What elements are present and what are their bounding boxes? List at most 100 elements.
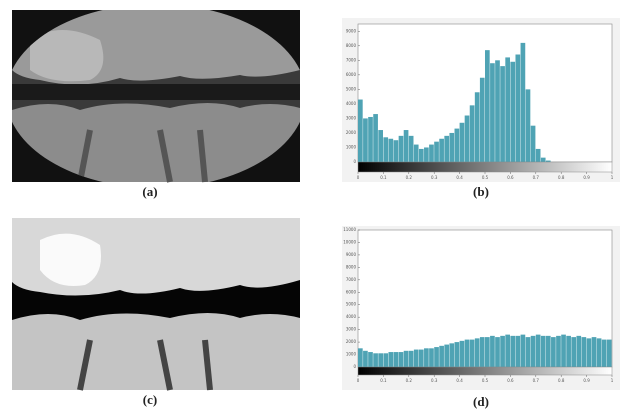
bar (388, 139, 393, 162)
bar (536, 335, 541, 367)
x-tick-label: 0.8 (558, 378, 565, 383)
x-tick-label: 0.4 (456, 378, 463, 383)
bar (526, 337, 531, 367)
bar (399, 352, 404, 367)
y-tick-label: 3000 (346, 115, 357, 120)
colorbar (358, 162, 612, 172)
bar (465, 340, 470, 367)
bar (444, 345, 449, 367)
y-tick-label: 10000 (343, 239, 356, 244)
y-tick-label: 4000 (346, 101, 357, 106)
xray-original (12, 10, 300, 182)
bar (556, 336, 561, 367)
x-tick-label: 0.6 (507, 175, 514, 180)
x-tick-label: 0.9 (583, 378, 590, 383)
bar (576, 336, 581, 367)
bar (541, 158, 546, 162)
y-tick-label: 5000 (346, 302, 357, 307)
bar (505, 57, 510, 162)
bar (561, 335, 566, 367)
x-tick-label: 0.4 (456, 175, 463, 180)
bar (414, 145, 419, 162)
bar (485, 50, 490, 162)
bar (546, 336, 551, 367)
image-caption: (a) (142, 184, 157, 199)
bar (500, 336, 505, 367)
bar (455, 342, 460, 367)
bar (419, 350, 424, 367)
y-tick-label: 9000 (346, 28, 357, 33)
y-tick-label: 1000 (346, 144, 357, 149)
bar (399, 136, 404, 162)
bar (419, 149, 424, 162)
bar (531, 336, 536, 367)
y-tick-label: 7000 (346, 57, 357, 62)
bar (480, 78, 485, 162)
y-tick-label: 8000 (346, 264, 357, 269)
x-tick-label: 0 (357, 175, 360, 180)
bar (378, 353, 383, 367)
bar (455, 129, 460, 162)
xray-enhanced (12, 218, 300, 390)
bar (587, 338, 592, 367)
bar (434, 347, 439, 367)
x-tick-label: 1 (611, 175, 614, 180)
bar (383, 353, 388, 367)
panel-caption: (d) (473, 394, 489, 409)
y-tick-label: 2000 (346, 130, 357, 135)
bar (449, 343, 454, 367)
bar (485, 337, 490, 367)
y-tick-label: 4000 (346, 314, 357, 319)
x-tick-label: 0.3 (431, 175, 438, 180)
bar (521, 43, 526, 162)
bar (592, 337, 597, 367)
bar (363, 351, 368, 367)
bar (394, 352, 399, 367)
bar (515, 336, 520, 367)
bar (510, 336, 515, 367)
x-tick-label: 1 (611, 378, 614, 383)
bar (515, 55, 520, 162)
x-tick-label: 0.3 (431, 378, 438, 383)
bar (531, 126, 536, 162)
bar (404, 130, 409, 162)
bar (582, 337, 587, 367)
bar (571, 337, 576, 367)
bar (465, 116, 470, 162)
x-tick-label: 0.1 (380, 175, 387, 180)
bar (424, 147, 429, 162)
bar (551, 337, 556, 367)
bar (429, 348, 434, 367)
x-tick-label: 0.7 (533, 175, 540, 180)
x-tick-label: 0.8 (558, 175, 565, 180)
bar (368, 352, 373, 367)
y-tick-label: 11000 (343, 227, 356, 232)
bar (424, 348, 429, 367)
y-tick-label: 1000 (346, 352, 357, 357)
x-tick-label: 0 (357, 378, 360, 383)
bar (510, 62, 515, 162)
bar (373, 114, 378, 162)
bar (394, 140, 399, 162)
colorbar (358, 367, 612, 375)
bar (409, 136, 414, 162)
y-tick-label: 7000 (346, 277, 357, 282)
bar (475, 92, 480, 162)
x-tick-label: 0.5 (482, 378, 489, 383)
bar (541, 336, 546, 367)
bar (388, 352, 393, 367)
bar (414, 350, 419, 367)
bar (373, 353, 378, 367)
y-tick-label: 3000 (346, 327, 357, 332)
y-tick-label: 5000 (346, 86, 357, 91)
bar (444, 136, 449, 162)
bar (475, 338, 480, 367)
bar (470, 340, 475, 367)
x-tick-label: 0.5 (482, 175, 489, 180)
bar (460, 341, 465, 367)
bar (439, 139, 444, 162)
bar (480, 337, 485, 367)
bar (536, 149, 541, 162)
bar (378, 130, 383, 162)
bar (368, 117, 373, 162)
